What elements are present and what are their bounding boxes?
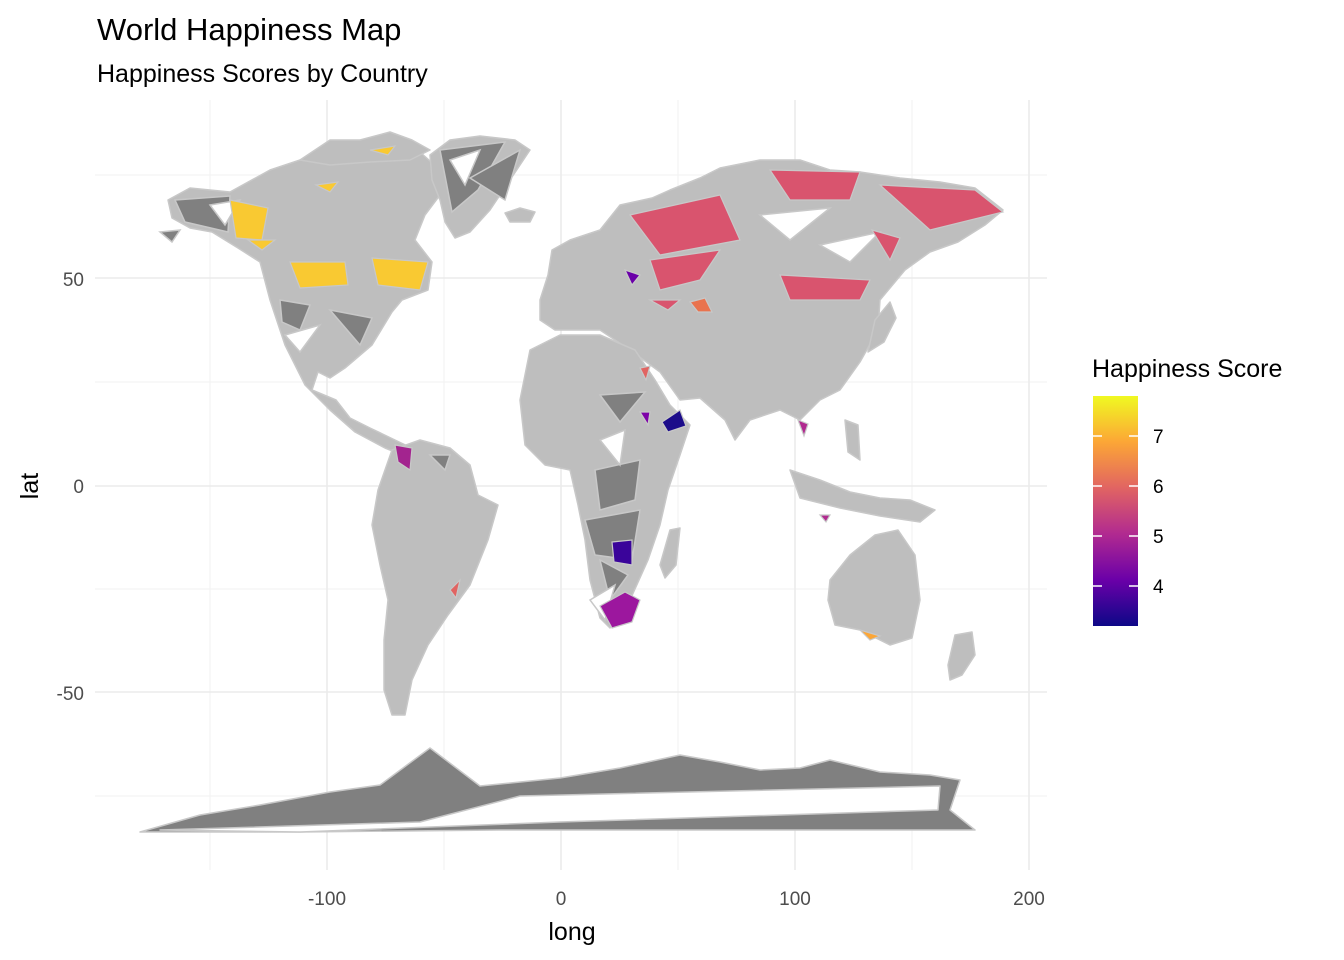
region-canada-6 — [313, 181, 340, 193]
region-canada-2 — [289, 261, 349, 289]
legend: Happiness Score 4 5 6 7 — [1092, 355, 1282, 626]
australia-land — [827, 529, 921, 646]
south-america-land — [371, 439, 499, 716]
region-somalia — [661, 409, 687, 433]
region-canada-3 — [371, 257, 429, 291]
legend-breaks: 4 5 6 7 — [1093, 427, 1164, 598]
region-speck-6 — [623, 268, 642, 287]
region-south-africa — [599, 591, 641, 629]
japan-land — [867, 301, 897, 353]
x-axis-ticks: -100 0 100 200 — [308, 889, 1045, 910]
gap-polygons — [208, 148, 883, 622]
new-zealand-land — [947, 631, 976, 681]
legend-break-label: 5 — [1153, 527, 1164, 548]
x-tick-label: 0 — [556, 889, 567, 910]
y-tick-label: 50 — [63, 270, 84, 291]
region-kazakhstan — [688, 297, 713, 313]
legend-break-label: 7 — [1153, 427, 1164, 448]
region-russia-5 — [779, 274, 871, 301]
arctic-islands — [299, 131, 431, 166]
philippines-land — [844, 419, 861, 461]
antarctica-gap — [159, 785, 941, 833]
y-tick-label: 0 — [73, 477, 84, 498]
north-america-land — [167, 147, 441, 459]
region-speck-5 — [859, 629, 882, 641]
legend-break-label: 6 — [1153, 477, 1164, 498]
score-polygons — [229, 145, 1005, 641]
y-axis-title: lat — [16, 473, 44, 499]
chart-subtitle: Happiness Scores by Country — [97, 60, 428, 88]
region-canada-5 — [369, 145, 397, 156]
legend-colorbar — [1093, 396, 1138, 626]
x-tick-label: 200 — [1013, 889, 1045, 910]
y-tick-label: -50 — [57, 684, 84, 705]
chart-title: World Happiness Map — [97, 12, 402, 47]
region-speck-1 — [449, 578, 462, 600]
region-russia-4 — [649, 249, 722, 291]
region-speck-4 — [796, 418, 809, 438]
legend-break-label: 4 — [1153, 577, 1164, 598]
legend-title: Happiness Score — [1092, 355, 1282, 383]
x-tick-label: 100 — [779, 889, 811, 910]
madagascar-land — [659, 527, 681, 579]
x-axis-title: long — [548, 918, 595, 946]
x-tick-label: -100 — [308, 889, 346, 910]
iceland-land — [504, 207, 536, 223]
indonesia-land — [789, 469, 936, 523]
region-russia-7 — [870, 229, 901, 262]
region-zimbabwe — [611, 539, 633, 566]
region-canada-4 — [246, 239, 277, 251]
region-speck-3 — [818, 514, 832, 524]
region-russia — [628, 194, 741, 256]
region-russia-3 — [878, 184, 1005, 231]
y-axis-ticks: -50 0 50 — [57, 270, 84, 705]
region-egypt — [638, 411, 651, 427]
artifact-polygons — [158, 141, 647, 602]
region-speck-2 — [639, 365, 651, 382]
region-venezuela — [394, 444, 413, 472]
region-russia-2 — [768, 169, 861, 201]
region-russia-6 — [647, 299, 682, 311]
